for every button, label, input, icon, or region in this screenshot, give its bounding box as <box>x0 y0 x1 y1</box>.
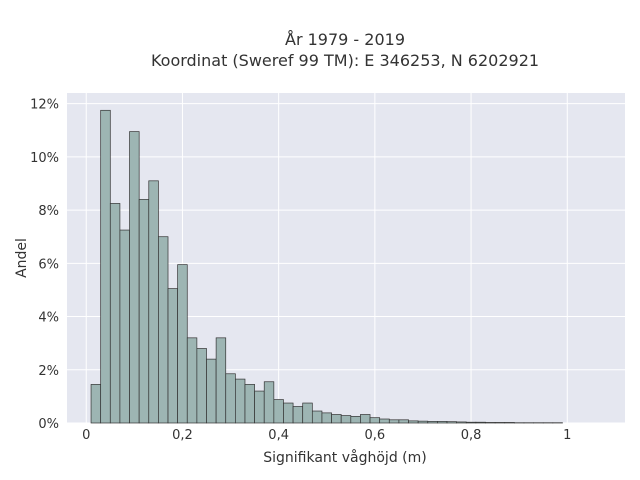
histogram-bar <box>504 422 515 424</box>
histogram-bar <box>109 203 121 424</box>
x-tick-label: 0,6 <box>365 428 386 443</box>
histogram-bar <box>90 384 102 424</box>
x-tick-label: 1 <box>563 428 571 443</box>
y-tick-label: 4% <box>38 311 59 326</box>
y-tick-label: 2% <box>38 364 59 379</box>
x-tick-label: 0,2 <box>172 428 193 443</box>
histogram-bar <box>302 402 313 424</box>
chart-title-line2: Koordinat (Sweref 99 TM): E 346253, N 62… <box>151 51 539 70</box>
x-axis-label: Signifikant våghöjd (m) <box>263 449 426 466</box>
histogram-bar <box>100 109 111 424</box>
histogram-bar <box>350 415 361 424</box>
histogram-bar <box>244 384 255 424</box>
histogram-bar <box>254 390 265 424</box>
histogram-bar <box>417 420 429 424</box>
histogram-bar <box>369 417 381 424</box>
histogram-bar <box>263 381 275 424</box>
x-tick-label: 0,8 <box>461 428 482 443</box>
histogram-bar <box>148 180 159 424</box>
x-tick-label: 0 <box>82 428 90 443</box>
y-tick-label: 8% <box>38 204 59 219</box>
y-tick-label: 6% <box>38 257 59 272</box>
histogram-bar <box>321 412 332 424</box>
histogram-bar <box>186 337 198 424</box>
histogram-bar <box>311 410 323 424</box>
histogram-bar <box>360 414 371 424</box>
histogram-bar <box>273 399 284 424</box>
y-tick-label: 12% <box>30 98 59 113</box>
y-axis-label: Andel <box>14 238 30 278</box>
chart-title-line1: År 1979 - 2019 <box>285 30 405 49</box>
histogram-bar <box>340 415 352 424</box>
histogram-bar <box>167 288 178 424</box>
histogram-bar <box>494 422 506 424</box>
histogram-bar <box>379 418 390 424</box>
x-tick-label: 0,4 <box>268 428 289 443</box>
histogram-bar <box>283 402 294 424</box>
histogram-bar <box>398 419 409 424</box>
histogram-bar <box>235 378 246 424</box>
histogram-bar <box>456 421 467 424</box>
histogram-bar <box>485 422 496 424</box>
histogram-bar <box>475 421 486 424</box>
histogram-bar <box>158 236 169 424</box>
histogram-bar <box>215 337 227 424</box>
histogram-bar <box>427 421 438 424</box>
histogram-bar <box>177 264 188 424</box>
histogram-bar <box>225 373 236 424</box>
x-axis-ticks: 0 0,2 0,4 0,6 0,8 1 <box>82 428 571 443</box>
histogram-bar <box>331 414 342 424</box>
histogram-bar <box>408 420 419 424</box>
histogram-bar <box>129 131 140 424</box>
histogram-bar <box>119 229 130 424</box>
histogram-bar <box>206 358 217 424</box>
histogram-bar <box>437 421 448 424</box>
histogram-bar <box>138 199 150 424</box>
histogram-bar <box>196 348 207 424</box>
y-tick-label: 0% <box>38 417 59 432</box>
y-axis-ticks: 0% 2% 4% 6% 8% 10% 12% <box>30 98 59 432</box>
histogram-bar <box>292 406 304 424</box>
histogram-bar <box>446 421 457 424</box>
histogram-bar <box>388 419 400 424</box>
histogram-bars <box>90 109 563 424</box>
histogram-bar <box>465 421 477 424</box>
y-tick-label: 10% <box>30 151 59 166</box>
